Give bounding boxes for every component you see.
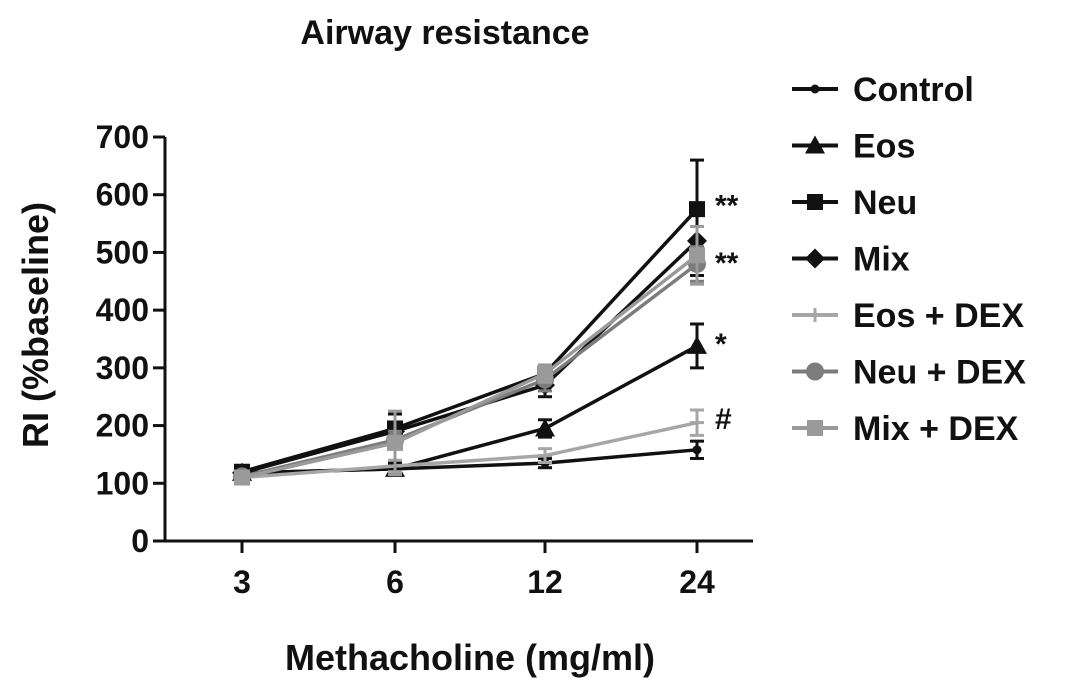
legend-item-eos: Eos (792, 128, 915, 166)
series-line-eos-dex (241, 420, 698, 480)
legend-item-eos-dex: Eos + DEX (792, 297, 1024, 335)
x-tick-label-12: 12 (527, 564, 563, 600)
legend-marker-neu (807, 194, 823, 210)
point-eos-dex-3 (690, 415, 704, 430)
point-eos-2 (535, 418, 555, 437)
series-layer (232, 158, 707, 486)
y-tick-label-0: 0 (131, 523, 149, 559)
significance-marker-3: # (715, 403, 732, 436)
series-neu (234, 158, 705, 480)
legend: Control Eos Neu Mix Eos + DEX Neu + DEX Mix + … (792, 71, 1026, 448)
series-mix (232, 204, 707, 483)
legend-marker-neu-dex (806, 362, 824, 381)
significance-marker-1: ** (715, 247, 739, 280)
point-mix-dex-1 (387, 434, 403, 451)
legend-item-neu: Neu (792, 184, 917, 222)
legend-marker-control (810, 84, 820, 94)
point-mix-dex-0 (234, 469, 250, 486)
y-tick-label-500: 500 (96, 234, 149, 270)
x-tick-label-3: 3 (233, 564, 251, 600)
legend-marker-mix (805, 248, 825, 269)
y-tick-label-600: 600 (96, 177, 149, 213)
x-axis-label: Methacholine (mg/ml) (285, 637, 655, 678)
legend-item-mix-dex: Mix + DEX (792, 410, 1019, 448)
legend-label-neu: Neu (853, 184, 917, 222)
annotations: *****# (715, 189, 739, 436)
legend-marker-mix-dex (807, 420, 823, 436)
y-tick-label-700: 700 (96, 119, 149, 155)
axes: 0 100 200 300 400 500 600 700 3 6 12 24 (96, 119, 753, 600)
y-tick-label-200: 200 (96, 408, 149, 444)
legend-item-control: Control (792, 71, 974, 109)
y-tick-label-100: 100 (96, 465, 149, 501)
point-mix-dex-2 (537, 365, 553, 382)
legend-item-neu-dex: Neu + DEX (792, 354, 1026, 392)
series-line-neu (241, 207, 699, 474)
significance-marker-2: * (715, 328, 727, 361)
legend-label-eos: Eos (853, 128, 915, 166)
y-tick-label-300: 300 (96, 350, 149, 386)
x-tick-label-24: 24 (679, 564, 715, 600)
series-line-neu-dex (241, 262, 699, 479)
legend-label-mix: Mix (853, 241, 910, 279)
series-mix-dex (234, 224, 705, 486)
legend-label-eos-dex: Eos + DEX (853, 297, 1024, 335)
legend-label-mix-dex: Mix + DEX (853, 410, 1019, 448)
x-tick-label-6: 6 (386, 564, 404, 600)
legend-marker-eos-dex (808, 308, 822, 322)
series-line-mix-dex (241, 253, 699, 480)
point-eos-dex-2 (538, 448, 552, 463)
chart-title: Airway resistance (300, 14, 589, 52)
point-eos-3 (687, 335, 707, 354)
y-axis-label: RI (%baseline) (15, 202, 56, 448)
legend-marker-eos (805, 135, 825, 154)
legend-item-mix: Mix (792, 241, 910, 279)
point-control-3 (692, 445, 702, 455)
legend-label-neu-dex: Neu + DEX (853, 354, 1026, 392)
point-mix-dex-3 (689, 247, 705, 264)
legend-label-control: Control (853, 71, 974, 109)
significance-marker-0: ** (715, 189, 739, 222)
y-tick-label-400: 400 (96, 292, 149, 328)
